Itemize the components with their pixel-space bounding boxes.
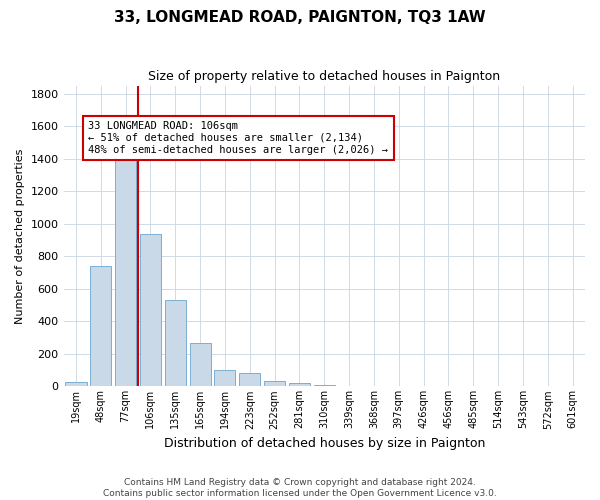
Text: Contains HM Land Registry data © Crown copyright and database right 2024.
Contai: Contains HM Land Registry data © Crown c… [103, 478, 497, 498]
Bar [289, 383, 310, 386]
X-axis label: Distribution of detached houses by size in Paignton: Distribution of detached houses by size … [164, 437, 485, 450]
Bar [165, 300, 186, 386]
Bar [140, 234, 161, 386]
Bar [65, 382, 86, 386]
Bar [90, 266, 112, 386]
Bar [314, 385, 335, 386]
Bar [190, 344, 211, 386]
Bar [214, 370, 235, 386]
Bar [264, 380, 285, 386]
Bar [115, 150, 136, 386]
Y-axis label: Number of detached properties: Number of detached properties [15, 148, 25, 324]
Text: 33, LONGMEAD ROAD, PAIGNTON, TQ3 1AW: 33, LONGMEAD ROAD, PAIGNTON, TQ3 1AW [114, 10, 486, 25]
Title: Size of property relative to detached houses in Paignton: Size of property relative to detached ho… [148, 70, 500, 83]
Bar [239, 374, 260, 386]
Text: 33 LONGMEAD ROAD: 106sqm
← 51% of detached houses are smaller (2,134)
48% of sem: 33 LONGMEAD ROAD: 106sqm ← 51% of detach… [88, 122, 388, 154]
